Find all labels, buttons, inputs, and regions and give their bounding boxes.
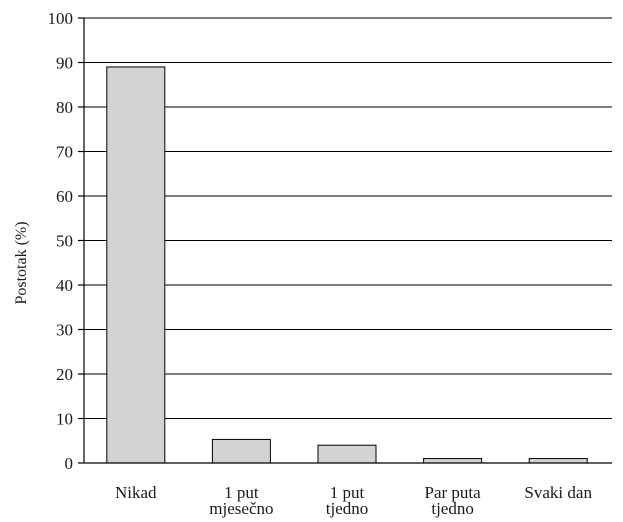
bar-3 [423,458,483,464]
axes [83,18,612,464]
bar-0 [106,66,166,464]
x-category-label-line: mjesečno [209,499,273,518]
y-tick-label: 40 [56,276,73,295]
y-tick-label: 10 [56,410,73,429]
y-tick-label: 0 [65,454,74,473]
y-tick-label: 30 [56,321,73,340]
x-category-label-line: 1 put [224,483,259,502]
bars [106,66,588,464]
x-category-label-line: Par puta [425,483,482,502]
x-category-label-line: Svaki dan [524,483,592,502]
y-axis-title: Postotak (%) [13,221,30,304]
y-tick-label: 100 [48,9,74,28]
x-category-label-line: Nikad [115,483,157,502]
x-category-label-line: tjedno [326,499,369,518]
x-category-label: Par puta tjedno [425,483,482,518]
x-category-label: Svaki dan [524,483,592,502]
x-category-label-line: 1 put [330,483,365,502]
bar-4 [528,458,588,464]
y-tick-label: 20 [56,365,73,384]
y-tick-label: 60 [56,187,73,206]
y-tick-labels: 0 10 20 30 40 50 60 70 80 90 100 [48,9,74,473]
y-tick-label: 50 [56,232,73,251]
x-category-label-line: tjedno [431,499,474,518]
y-tick-label: 80 [56,98,73,117]
y-tick-label: 90 [56,54,73,73]
bar-1 [211,438,271,464]
bar-2 [317,444,377,464]
x-category-label: Nikad [115,483,157,502]
gridlines [78,17,612,464]
x-category-label: 1 put tjedno [326,483,369,518]
x-category-label: 1 put mjesečno [209,483,273,518]
y-tick-label: 70 [56,143,73,162]
